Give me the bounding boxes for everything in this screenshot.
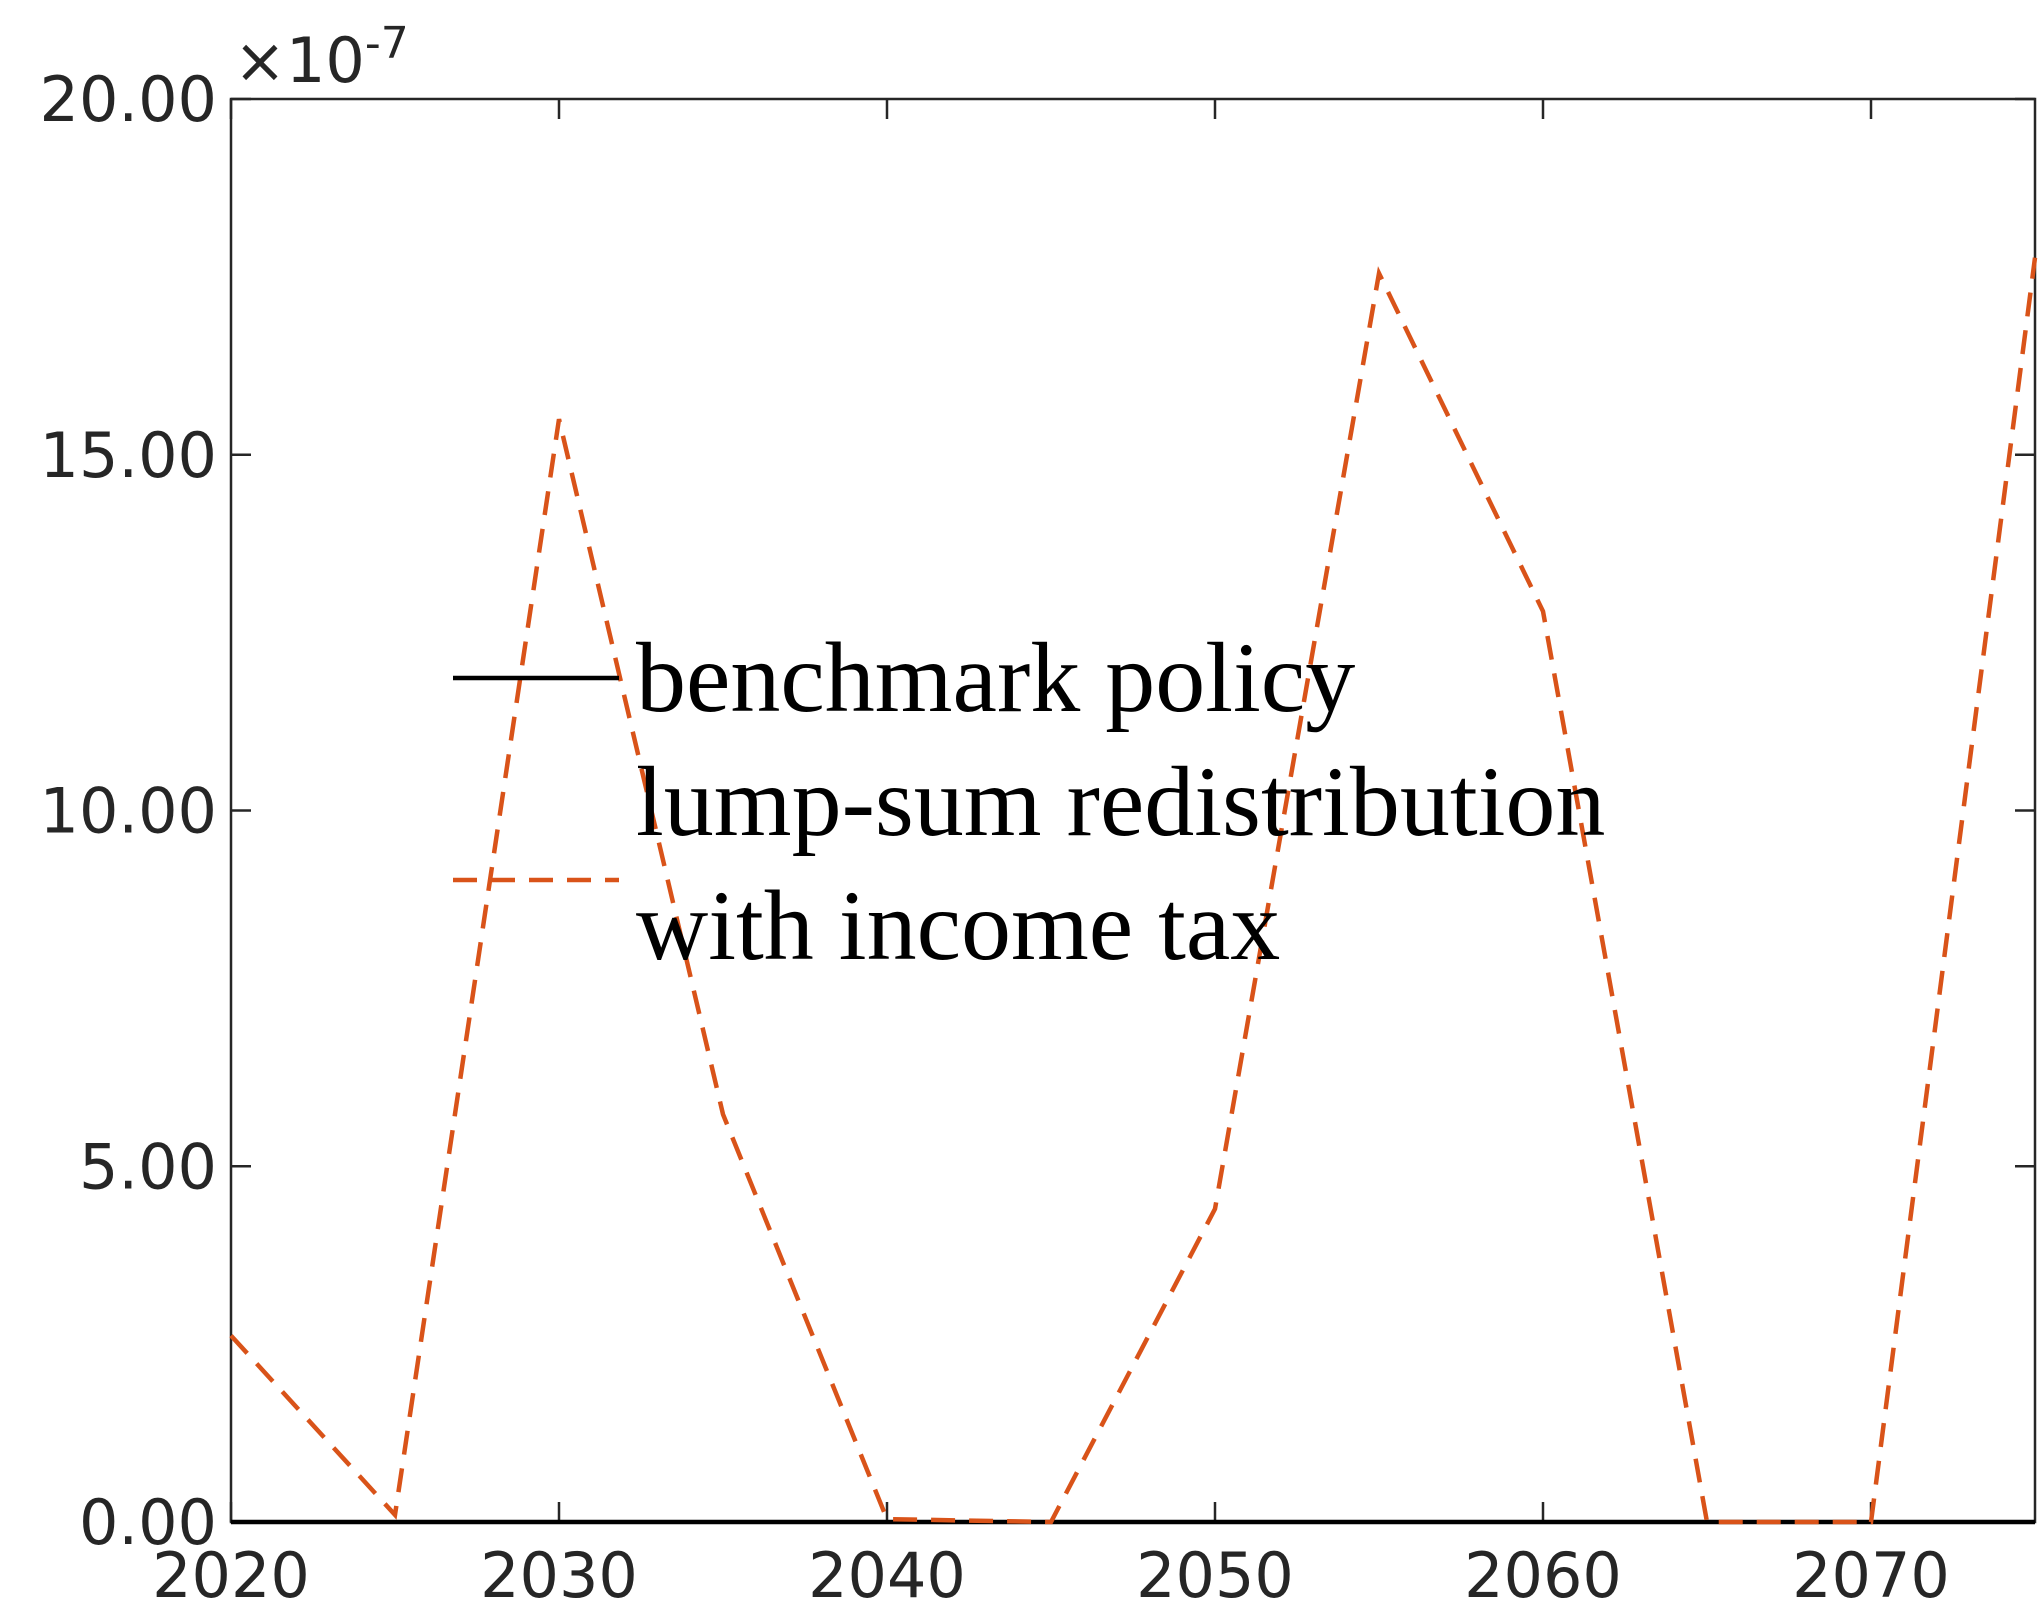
y-scale-label: ×10-7	[234, 18, 409, 97]
y-tick-label: 5.00	[79, 1130, 217, 1203]
y-scale-base: ×10	[234, 24, 365, 97]
legend: benchmark policy lump-sum redistribution …	[636, 616, 1756, 988]
x-tick-label: 2070	[1792, 1539, 1950, 1612]
x-tick-label: 2060	[1464, 1539, 1622, 1612]
x-tick-label: 2040	[808, 1539, 966, 1612]
x-tick-label: 2020	[152, 1539, 310, 1612]
x-tick-label: 2050	[1136, 1539, 1294, 1612]
y-tick-label: 15.00	[40, 419, 218, 492]
y-tick-label: 10.00	[40, 775, 218, 848]
y-tick-label: 20.00	[40, 63, 218, 136]
y-scale-exponent: -7	[365, 18, 409, 69]
legend-label: lump-sum redistribution with income tax	[636, 746, 1606, 981]
series-line	[229, 257, 2038, 1525]
x-tick-label: 2030	[480, 1539, 638, 1612]
legend-label: benchmark policy	[636, 622, 1356, 733]
y-tick-label: 0.00	[79, 1486, 217, 1559]
